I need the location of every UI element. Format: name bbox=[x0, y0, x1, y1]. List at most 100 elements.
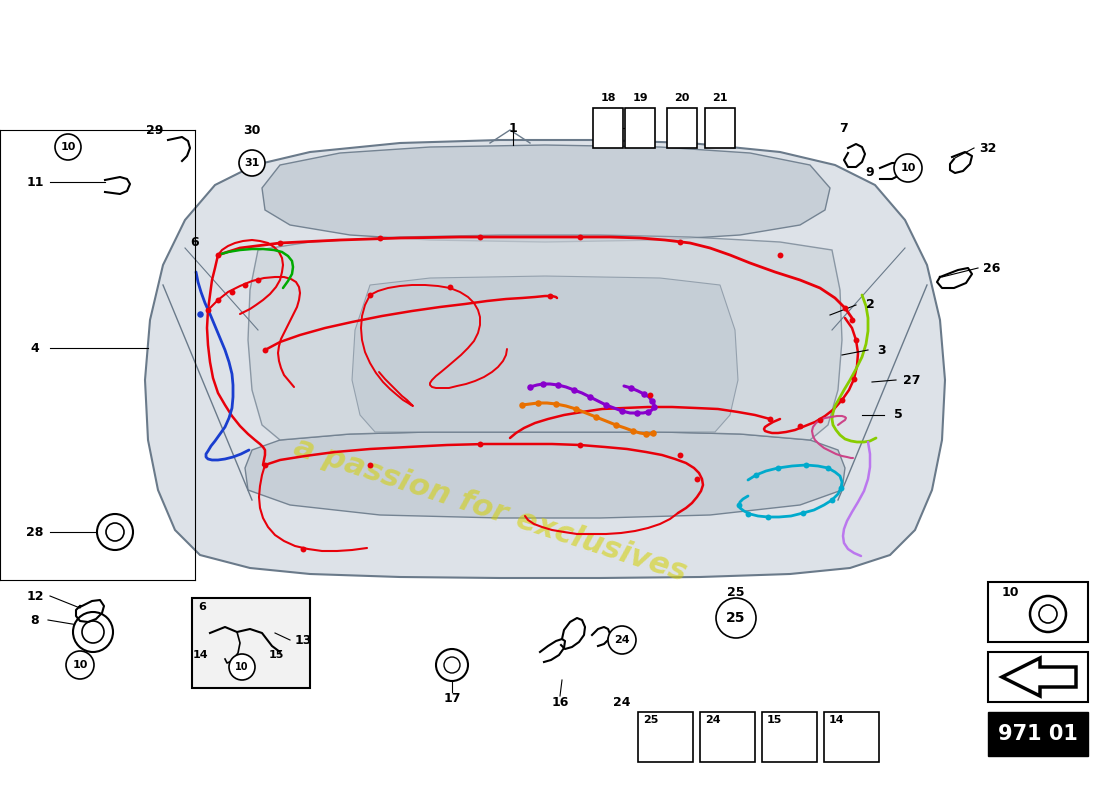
Text: 14: 14 bbox=[829, 715, 845, 725]
Point bbox=[521, 381, 539, 394]
Point bbox=[624, 425, 641, 438]
Text: 21: 21 bbox=[713, 93, 728, 103]
Point bbox=[623, 382, 640, 394]
Point bbox=[739, 508, 757, 521]
Text: 29: 29 bbox=[146, 123, 164, 137]
Point bbox=[644, 394, 661, 407]
Text: a passion for exclusives: a passion for exclusives bbox=[289, 433, 690, 587]
Text: 10: 10 bbox=[73, 660, 88, 670]
Text: 10: 10 bbox=[60, 142, 76, 152]
Polygon shape bbox=[245, 432, 845, 518]
Text: 30: 30 bbox=[243, 123, 261, 137]
Circle shape bbox=[73, 612, 113, 652]
Bar bbox=[638, 712, 693, 762]
Point bbox=[587, 410, 605, 423]
Point bbox=[191, 307, 209, 320]
Text: 971 01: 971 01 bbox=[998, 724, 1078, 744]
Point bbox=[771, 249, 789, 262]
Point bbox=[541, 290, 559, 302]
Text: 17: 17 bbox=[443, 691, 461, 705]
Point bbox=[641, 389, 659, 402]
Text: 12: 12 bbox=[26, 590, 44, 602]
Text: 10: 10 bbox=[900, 163, 915, 173]
Point bbox=[236, 278, 254, 291]
Point bbox=[256, 344, 274, 357]
Point bbox=[671, 235, 689, 248]
Text: 5: 5 bbox=[893, 409, 902, 422]
Point bbox=[565, 384, 583, 397]
Text: 7: 7 bbox=[838, 122, 847, 134]
Text: 15: 15 bbox=[268, 650, 284, 660]
Text: 13: 13 bbox=[295, 634, 311, 646]
Text: 9: 9 bbox=[866, 166, 874, 178]
Point bbox=[730, 498, 748, 511]
Text: 11: 11 bbox=[26, 175, 44, 189]
Polygon shape bbox=[248, 235, 842, 440]
Circle shape bbox=[436, 649, 468, 681]
Point bbox=[371, 232, 388, 245]
Point bbox=[571, 438, 588, 451]
Point bbox=[223, 286, 241, 298]
Point bbox=[671, 449, 689, 462]
Text: 8: 8 bbox=[31, 614, 40, 626]
Bar bbox=[625, 108, 654, 148]
Bar bbox=[192, 598, 310, 688]
Bar bbox=[988, 582, 1088, 642]
Text: 6: 6 bbox=[198, 602, 206, 612]
Point bbox=[820, 462, 837, 474]
Point bbox=[471, 230, 488, 243]
Point bbox=[798, 458, 815, 471]
Point bbox=[272, 237, 289, 250]
Point bbox=[635, 387, 652, 400]
Point bbox=[581, 390, 598, 403]
Polygon shape bbox=[145, 140, 945, 578]
Text: 14: 14 bbox=[192, 650, 208, 660]
Point bbox=[209, 294, 227, 306]
Circle shape bbox=[66, 651, 94, 679]
Point bbox=[294, 542, 311, 555]
Point bbox=[637, 427, 654, 440]
Point bbox=[791, 419, 808, 432]
Bar bbox=[988, 712, 1088, 756]
Text: 25: 25 bbox=[727, 586, 745, 598]
Point bbox=[361, 458, 378, 471]
Bar bbox=[593, 108, 623, 148]
Circle shape bbox=[716, 598, 756, 638]
Bar bbox=[705, 108, 735, 148]
Point bbox=[361, 289, 378, 302]
Circle shape bbox=[1030, 596, 1066, 632]
Text: 10: 10 bbox=[235, 662, 249, 672]
Text: 27: 27 bbox=[903, 374, 921, 386]
Text: 10: 10 bbox=[1002, 586, 1020, 599]
Circle shape bbox=[229, 654, 255, 680]
Point bbox=[535, 378, 552, 390]
Point bbox=[529, 397, 547, 410]
Point bbox=[759, 510, 777, 523]
Point bbox=[568, 402, 585, 415]
Text: 26: 26 bbox=[983, 262, 1001, 274]
Point bbox=[823, 494, 840, 506]
Text: 25: 25 bbox=[644, 715, 659, 725]
Point bbox=[607, 418, 625, 431]
Circle shape bbox=[894, 154, 922, 182]
Point bbox=[845, 373, 862, 386]
Point bbox=[571, 230, 588, 243]
Point bbox=[441, 281, 459, 294]
Text: 28: 28 bbox=[26, 526, 44, 538]
Text: 18: 18 bbox=[601, 93, 616, 103]
Point bbox=[256, 458, 274, 471]
Circle shape bbox=[97, 514, 133, 550]
Point bbox=[639, 406, 657, 418]
Text: 1: 1 bbox=[508, 122, 517, 134]
Bar bbox=[700, 712, 755, 762]
Point bbox=[844, 314, 861, 326]
Polygon shape bbox=[1002, 658, 1076, 696]
Point bbox=[689, 473, 706, 486]
Point bbox=[597, 398, 615, 411]
Point bbox=[628, 406, 646, 419]
Point bbox=[645, 426, 662, 439]
Point bbox=[209, 249, 227, 262]
Point bbox=[833, 394, 850, 406]
Point bbox=[471, 438, 488, 450]
Text: 31: 31 bbox=[244, 158, 260, 168]
